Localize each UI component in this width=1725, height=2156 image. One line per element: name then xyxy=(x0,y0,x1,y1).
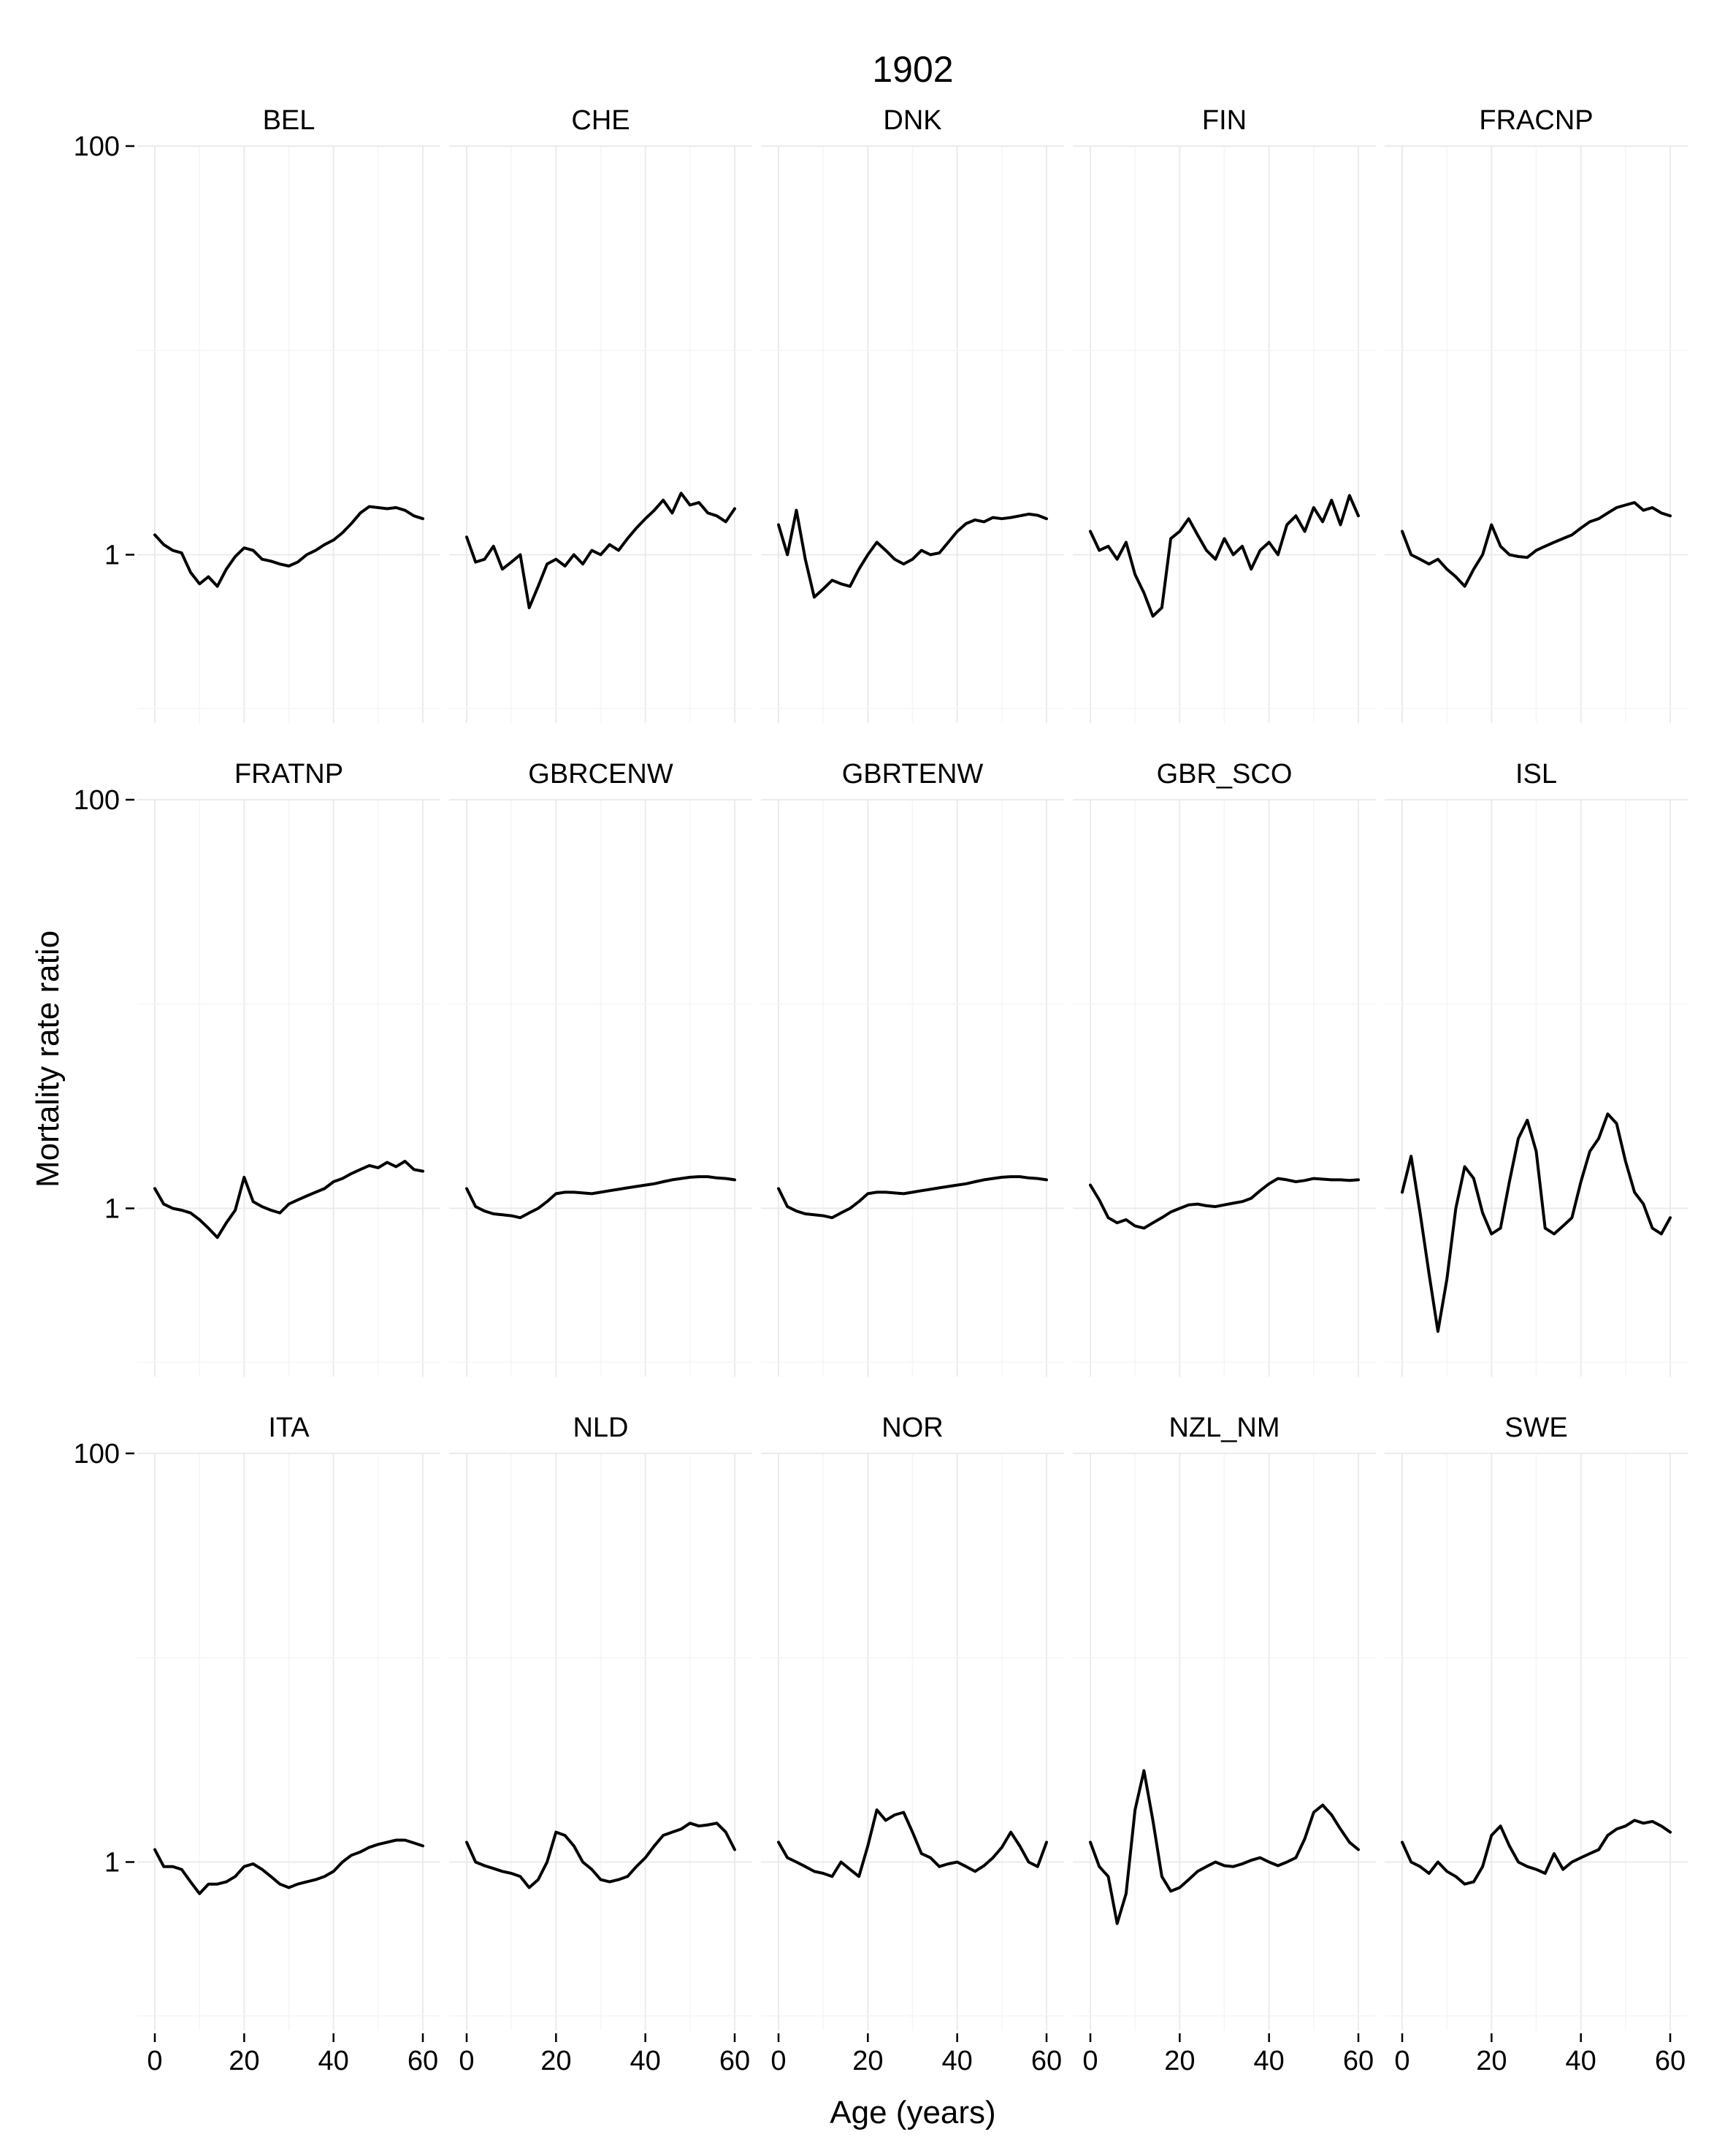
facet-label: NOR xyxy=(881,1413,943,1443)
facet-label: BEL xyxy=(263,105,315,136)
chart-title: 1902 xyxy=(872,49,953,90)
facet-panel-nzl_nm: NZL_NM 0 20 40 60 xyxy=(1073,1413,1376,2076)
series-line-fracnp xyxy=(1401,501,1672,588)
x-tick-label: 40 xyxy=(630,2046,661,2076)
y-axis-title: Mortality rate ratio xyxy=(30,930,66,1188)
facet-panel-dnk: DNK xyxy=(761,105,1064,723)
facet-label: ITA xyxy=(268,1413,310,1443)
facet-label: NLD xyxy=(573,1413,628,1443)
facet-panel-nld: NLD 0 20 40 60 xyxy=(449,1413,752,2076)
x-tick-label: 60 xyxy=(1343,2046,1374,2076)
facet-label: NZL_NM xyxy=(1169,1413,1280,1443)
facet-panel-swe: SWE 0 20 40 60 xyxy=(1385,1413,1688,2076)
x-tick-label: 0 xyxy=(1082,2046,1098,2076)
facet-label: FIN xyxy=(1202,105,1247,136)
series-line-che xyxy=(465,492,736,610)
facet-panel-bel: BEL 1 100 xyxy=(74,105,440,723)
series-line-nld xyxy=(465,1821,736,1889)
facet-label: GBRTENW xyxy=(842,759,984,790)
series-line-bel xyxy=(153,505,424,588)
facet-label: DNK xyxy=(883,105,941,136)
x-tick-label: 20 xyxy=(540,2046,571,2076)
x-tick-label: 0 xyxy=(459,2046,474,2076)
series-line-gbrcenw xyxy=(465,1175,736,1220)
facet-panel-gbr_sco: GBR_SCO xyxy=(1073,759,1376,1377)
facet-panel-gbrcenw: GBRCENW xyxy=(449,759,752,1377)
facet-panel-che: CHE xyxy=(449,105,752,723)
x-tick-label: 60 xyxy=(1031,2046,1062,2076)
x-tick-label: 20 xyxy=(229,2046,259,2076)
x-tick-label: 0 xyxy=(770,2046,786,2076)
facet-panel-gbrtenw: GBRTENW xyxy=(761,759,1064,1377)
x-tick-label: 20 xyxy=(1476,2046,1507,2076)
series-line-fratnp xyxy=(153,1160,424,1239)
x-tick-label: 20 xyxy=(852,2046,883,2076)
x-tick-label: 0 xyxy=(1394,2046,1410,2076)
facet-panel-fin: FIN xyxy=(1073,105,1376,723)
series-line-isl xyxy=(1401,1112,1672,1333)
series-line-gbr_sco xyxy=(1089,1177,1360,1230)
x-tick-label: 40 xyxy=(1566,2046,1596,2076)
x-tick-label: 60 xyxy=(408,2046,438,2076)
y-tick-label: 1 xyxy=(104,1194,120,1225)
facet-panel-fracnp: FRACNP xyxy=(1385,105,1688,723)
facet-label: CHE xyxy=(571,105,630,136)
series-line-ita xyxy=(153,1838,424,1895)
series-line-swe xyxy=(1401,1819,1672,1886)
series-line-dnk xyxy=(777,508,1048,599)
facet-panel-isl: ISL xyxy=(1385,759,1688,1377)
series-line-gbrtenw xyxy=(777,1175,1048,1220)
facet-panel-fratnp: FRATNP 1 100 xyxy=(74,759,440,1377)
series-line-nzl_nm xyxy=(1089,1769,1360,1925)
facet-panel-nor: NOR 0 20 40 60 xyxy=(761,1413,1064,2076)
x-tick-label: 60 xyxy=(1655,2046,1686,2076)
y-tick-label: 100 xyxy=(74,1439,120,1469)
x-tick-label: 0 xyxy=(147,2046,162,2076)
series-line-fin xyxy=(1089,494,1360,618)
x-tick-label: 40 xyxy=(318,2046,349,2076)
facet-label: ISL xyxy=(1515,759,1557,790)
facet-label: FRACNP xyxy=(1479,105,1593,136)
facet-label: GBR_SCO xyxy=(1157,759,1293,790)
facet-label: SWE xyxy=(1504,1413,1568,1443)
y-tick-label: 1 xyxy=(104,1848,120,1878)
facet-label: GBRCENW xyxy=(528,759,673,790)
series-line-nor xyxy=(777,1808,1048,1878)
y-tick-label: 1 xyxy=(104,540,120,571)
facet-panel-ita: ITA 1 100 0 20 40 60 xyxy=(74,1413,440,2076)
x-tick-label: 20 xyxy=(1164,2046,1195,2076)
facet-label: FRATNP xyxy=(234,759,343,790)
y-tick-label: 100 xyxy=(74,131,120,162)
x-tick-label: 40 xyxy=(1254,2046,1285,2076)
y-tick-label: 100 xyxy=(74,785,120,816)
x-axis-title: Age (years) xyxy=(830,2095,995,2130)
x-tick-label: 40 xyxy=(942,2046,973,2076)
x-tick-label: 60 xyxy=(719,2046,750,2076)
